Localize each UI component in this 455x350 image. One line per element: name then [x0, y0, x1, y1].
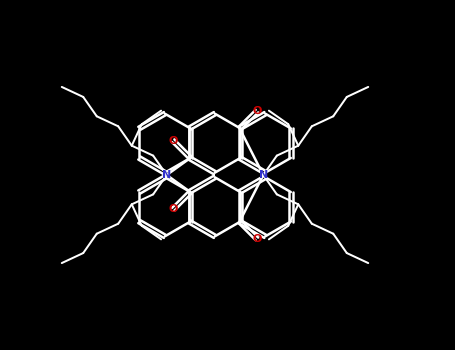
Text: N: N: [258, 170, 268, 180]
Text: O: O: [252, 106, 262, 116]
Text: O: O: [252, 234, 262, 244]
Text: N: N: [162, 170, 172, 180]
Text: O: O: [168, 136, 178, 146]
Text: O: O: [168, 204, 178, 214]
